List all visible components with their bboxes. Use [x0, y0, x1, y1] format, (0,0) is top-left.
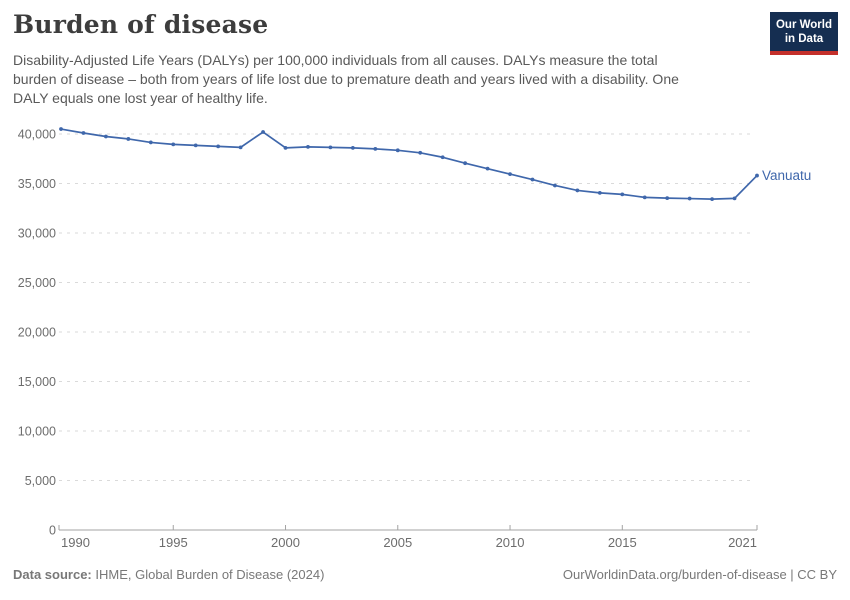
subtitle-line: Disability-Adjusted Life Years (DALYs) p…: [13, 52, 658, 68]
data-point: [755, 173, 759, 178]
data-point: [238, 145, 243, 150]
attribution-link[interactable]: OurWorldinData.org/burden-of-disease | C…: [562, 567, 837, 582]
data-point: [710, 197, 714, 202]
owid-logo-line1: Our World: [775, 19, 832, 31]
data-point: [59, 127, 63, 131]
chart-footer: Data source: IHME, Global Burden of Dise…: [13, 567, 837, 582]
y-axis-tick-label: 0: [49, 524, 56, 538]
data-point: [216, 144, 221, 149]
y-axis-tick-label: 25,000: [18, 276, 56, 290]
subtitle-line: burden of disease – both from years of l…: [13, 71, 679, 87]
data-point: [418, 150, 423, 155]
data-point: [732, 196, 737, 201]
data-point: [485, 166, 490, 171]
owid-logo[interactable]: Our World in Data: [770, 12, 838, 55]
x-axis-tick-label: 2015: [608, 535, 637, 550]
y-axis-tick-label: 10,000: [18, 425, 56, 439]
data-source-value: IHME, Global Burden of Disease (2024): [95, 567, 325, 582]
page-title: Burden of disease: [13, 10, 269, 39]
data-line-vanuatu: [60, 128, 758, 200]
data-point: [350, 145, 355, 150]
data-point: [440, 155, 445, 160]
data-point: [687, 196, 692, 201]
y-axis-tick-label: 30,000: [18, 227, 56, 241]
data-point: [306, 144, 310, 149]
data-point: [283, 145, 288, 150]
data-point: [171, 142, 176, 147]
y-axis-tick-label: 20,000: [18, 326, 56, 340]
data-point: [530, 177, 535, 182]
data-point: [193, 143, 198, 148]
subtitle-line: DALY equals one lost year of healthy lif…: [13, 90, 268, 106]
x-axis-tick-label: 1995: [159, 535, 188, 550]
y-axis-tick-label: 40,000: [18, 128, 56, 142]
data-source: Data source: IHME, Global Burden of Dise…: [13, 567, 324, 582]
data-point: [373, 146, 378, 151]
data-point: [261, 130, 265, 134]
data-point: [597, 191, 602, 195]
data-point: [665, 196, 670, 201]
x-axis-tick-label: 2005: [383, 535, 412, 550]
data-point: [148, 140, 153, 145]
chart-subtitle: Disability-Adjusted Life Years (DALYs) p…: [13, 51, 679, 108]
x-axis-tick-label: 1990: [61, 535, 90, 550]
x-axis-tick-label: 2000: [271, 535, 300, 550]
data-point: [463, 161, 468, 166]
y-axis-tick-label: 5,000: [25, 474, 56, 488]
data-point: [620, 192, 625, 197]
data-point: [508, 172, 512, 176]
data-source-label: Data source:: [13, 567, 92, 582]
data-point: [126, 137, 131, 141]
data-point: [395, 148, 400, 153]
x-axis-tick-label: 2010: [496, 535, 525, 550]
x-axis-tick-label: 2021: [728, 535, 757, 550]
data-point: [328, 145, 333, 150]
y-axis-tick-label: 15,000: [18, 375, 56, 389]
data-point: [642, 195, 647, 200]
data-point: [81, 131, 86, 135]
owid-logo-line2: in Data: [784, 33, 824, 45]
y-axis-tick-label: 35,000: [18, 177, 56, 191]
series-label-vanuatu: Vanuatu: [762, 168, 811, 183]
data-point: [553, 183, 557, 188]
data-point: [575, 188, 580, 193]
data-point: [104, 134, 108, 139]
